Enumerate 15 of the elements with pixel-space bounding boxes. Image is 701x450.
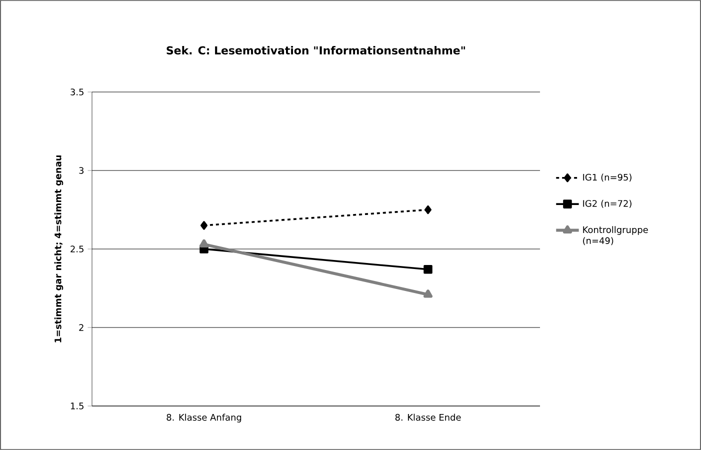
y-axis-title: 1=stimmt gar nicht; 4=stimmt genau [54,155,64,342]
legend-label: Kontrollgruppe (n=49) [583,226,648,246]
legend-label: IG1 (n=95) [583,174,632,182]
y-tick-label: 3 [79,167,84,174]
legend-label: IG2 (n=72) [583,200,632,208]
point [424,265,432,274]
x-tick-label: 8. Klasse Anfang [166,414,242,422]
y-tick-label: 3.5 [70,88,84,96]
y-tick-label: 2.5 [70,246,84,252]
chart-title: Sek. C: Lesemotivation "Informationsentnahme" [166,46,465,54]
point [424,205,432,214]
point [200,221,208,230]
y-tick-label: 2 [79,324,84,331]
y-tick-label: 1.5 [70,402,84,410]
x-tick-label: 8. Klasse Ende [395,414,461,421]
